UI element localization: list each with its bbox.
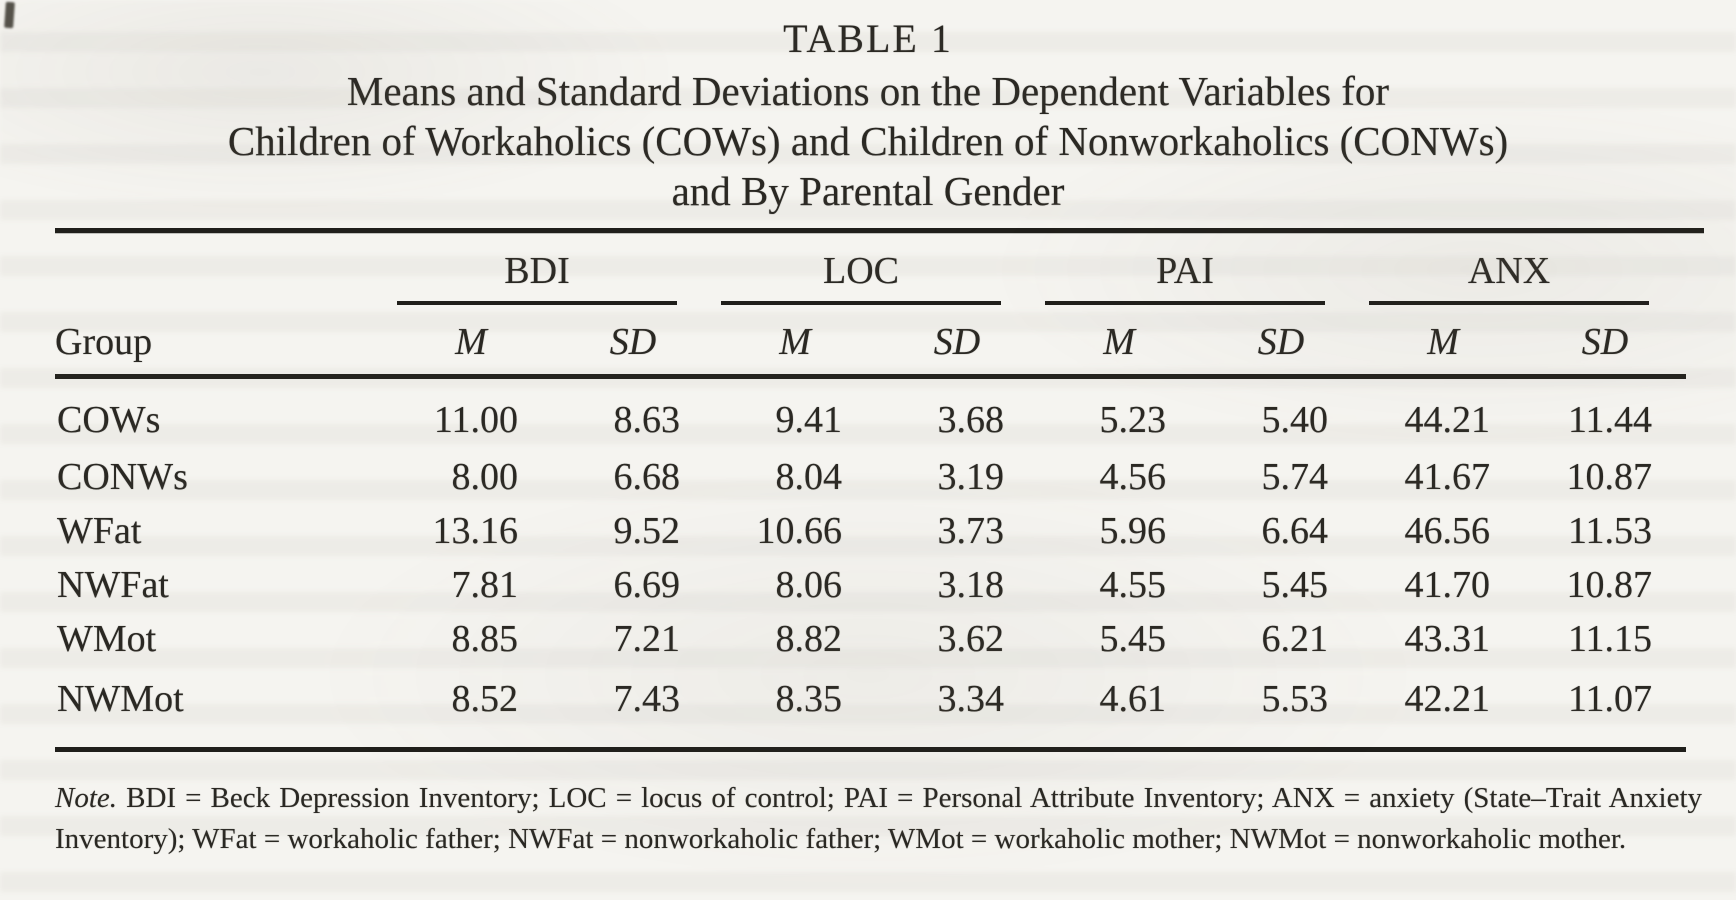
row-label: CONWs [57,456,188,498]
table-cell: 8.63 [613,399,681,441]
row-label: NWMot [55,666,390,752]
table-title-line-1: Means and Standard Deviations on the Dep… [346,68,1390,114]
table-row-wmot: WMot 8.85 7.21 8.82 3.62 5.45 6.21 43.31… [55,612,1686,666]
table-cell: 8.52 [390,666,552,752]
table-cell: 6.68 [613,456,681,498]
table-row-nwfat: NWFat 7.81 6.69 8.06 3.18 4.55 5.45 41.7… [55,558,1686,612]
column-group-anx-label: ANX [1369,249,1650,305]
table-cell: 11.00 [433,399,518,441]
table-cell: 3.18 [937,564,1005,606]
table-cell: 3.73 [937,510,1005,552]
table-cell: 6.69 [613,564,681,606]
column-group-pai: PAI [1038,233,1362,306]
table-title-block: TABLE 1 Means and Standard Deviations on… [0,0,1736,216]
table-row-wfat: WFat 13.16 9.52 10.66 3.73 5.96 6.64 46.… [55,504,1686,558]
table-cell: 41.67 [1404,456,1491,498]
bdi-sd-header: SD [552,306,715,379]
table-cell: 44.21 [1404,399,1491,441]
loc-sd-header: SD [876,306,1039,379]
column-group-bdi: BDI [390,233,714,306]
loc-mean-header: M [714,306,877,379]
table-cell: 5.53 [1200,666,1363,752]
anx-sd-header: SD [1524,306,1687,379]
column-group-anx: ANX [1362,233,1686,306]
table-cell: 11.44 [1567,399,1653,441]
table-cell: 46.56 [1404,510,1491,552]
table-cell: 10.87 [1566,456,1653,498]
table-cell: 6.21 [1261,618,1329,660]
bdi-mean-header: M [390,306,552,379]
table-cell: 5.23 [1099,399,1167,441]
table-cell: 11.15 [1567,618,1653,660]
table-cell: 8.35 [714,666,877,752]
note-text: BDI = Beck Depression Inventory; LOC = l… [55,782,1703,855]
anx-mean-header: M [1362,306,1525,379]
row-label: NWFat [57,564,169,606]
table-cell: 5.45 [1261,564,1329,606]
table-cell: 8.04 [775,456,843,498]
table-cell: 8.82 [775,618,843,660]
table-cell: 7.81 [451,564,519,606]
column-group-pai-label: PAI [1045,249,1326,305]
table-cell: 11.07 [1524,666,1687,752]
column-group-loc: LOC [714,233,1038,306]
table-cell: 3.19 [937,456,1005,498]
table-row-nwmot: NWMot 8.52 7.43 8.35 3.34 4.61 5.53 42.2… [55,666,1687,752]
row-label: WMot [57,618,157,660]
subheader-row: Group M SD M SD M SD M SD [55,306,1687,379]
table-title-line-3: and By Parental Gender [671,168,1065,214]
table-cell: 5.40 [1261,399,1329,441]
table-cell: 3.34 [876,666,1039,752]
table-cell: 5.74 [1261,456,1329,498]
table-number: TABLE 1 [783,16,953,61]
group-column-header: Group [55,306,390,379]
table-top-rule [55,228,1704,233]
column-group-loc-label: LOC [721,249,1002,305]
table-cell: 5.45 [1099,618,1167,660]
table-cell: 3.62 [937,618,1005,660]
table-cell: 4.61 [1038,666,1201,752]
table-cell: 11.53 [1567,510,1653,552]
table-row-cows: COWs 11.00 8.63 9.41 3.68 5.23 5.40 44.2… [55,377,1686,451]
table-cell: 43.31 [1404,618,1491,660]
table-cell: 6.64 [1261,510,1329,552]
table-cell: 5.96 [1099,510,1167,552]
table-cell: 7.43 [552,666,715,752]
table-cell: 4.56 [1099,456,1167,498]
table-cell: 9.41 [775,399,843,441]
table-cell: 42.21 [1362,666,1525,752]
note-label: Note. [55,782,118,814]
table-cell: 4.55 [1099,564,1167,606]
table-cell: 9.52 [613,510,681,552]
table-cell: 7.21 [613,618,681,660]
table-row-conws: CONWs 8.00 6.68 8.04 3.19 4.56 5.74 41.6… [55,450,1686,504]
column-group-header-row: BDI LOC PAI ANX [55,233,1686,306]
row-label: COWs [57,399,161,441]
table-cell: 41.70 [1404,564,1491,606]
table-cell: 8.85 [451,618,519,660]
table-cell: 3.68 [937,399,1005,441]
column-group-bdi-label: BDI [397,249,678,305]
table-title-line-2: Children of Workaholics (COWs) and Child… [227,118,1509,164]
table-cell: 8.06 [775,564,843,606]
row-label: WFat [57,510,142,552]
table-cell: 8.00 [451,456,519,498]
pai-mean-header: M [1038,306,1201,379]
pai-sd-header: SD [1200,306,1363,379]
table-cell: 10.87 [1566,564,1653,606]
table-note: Note. BDI = Beck Depression Inventory; L… [55,778,1702,860]
scan-artifact [4,1,15,29]
data-table: BDI LOC PAI ANX Group M SD M SD M SD [55,233,1687,752]
table-cell: 10.66 [756,510,843,552]
empty-corner-cell [55,233,390,306]
table-cell: 13.16 [432,510,519,552]
